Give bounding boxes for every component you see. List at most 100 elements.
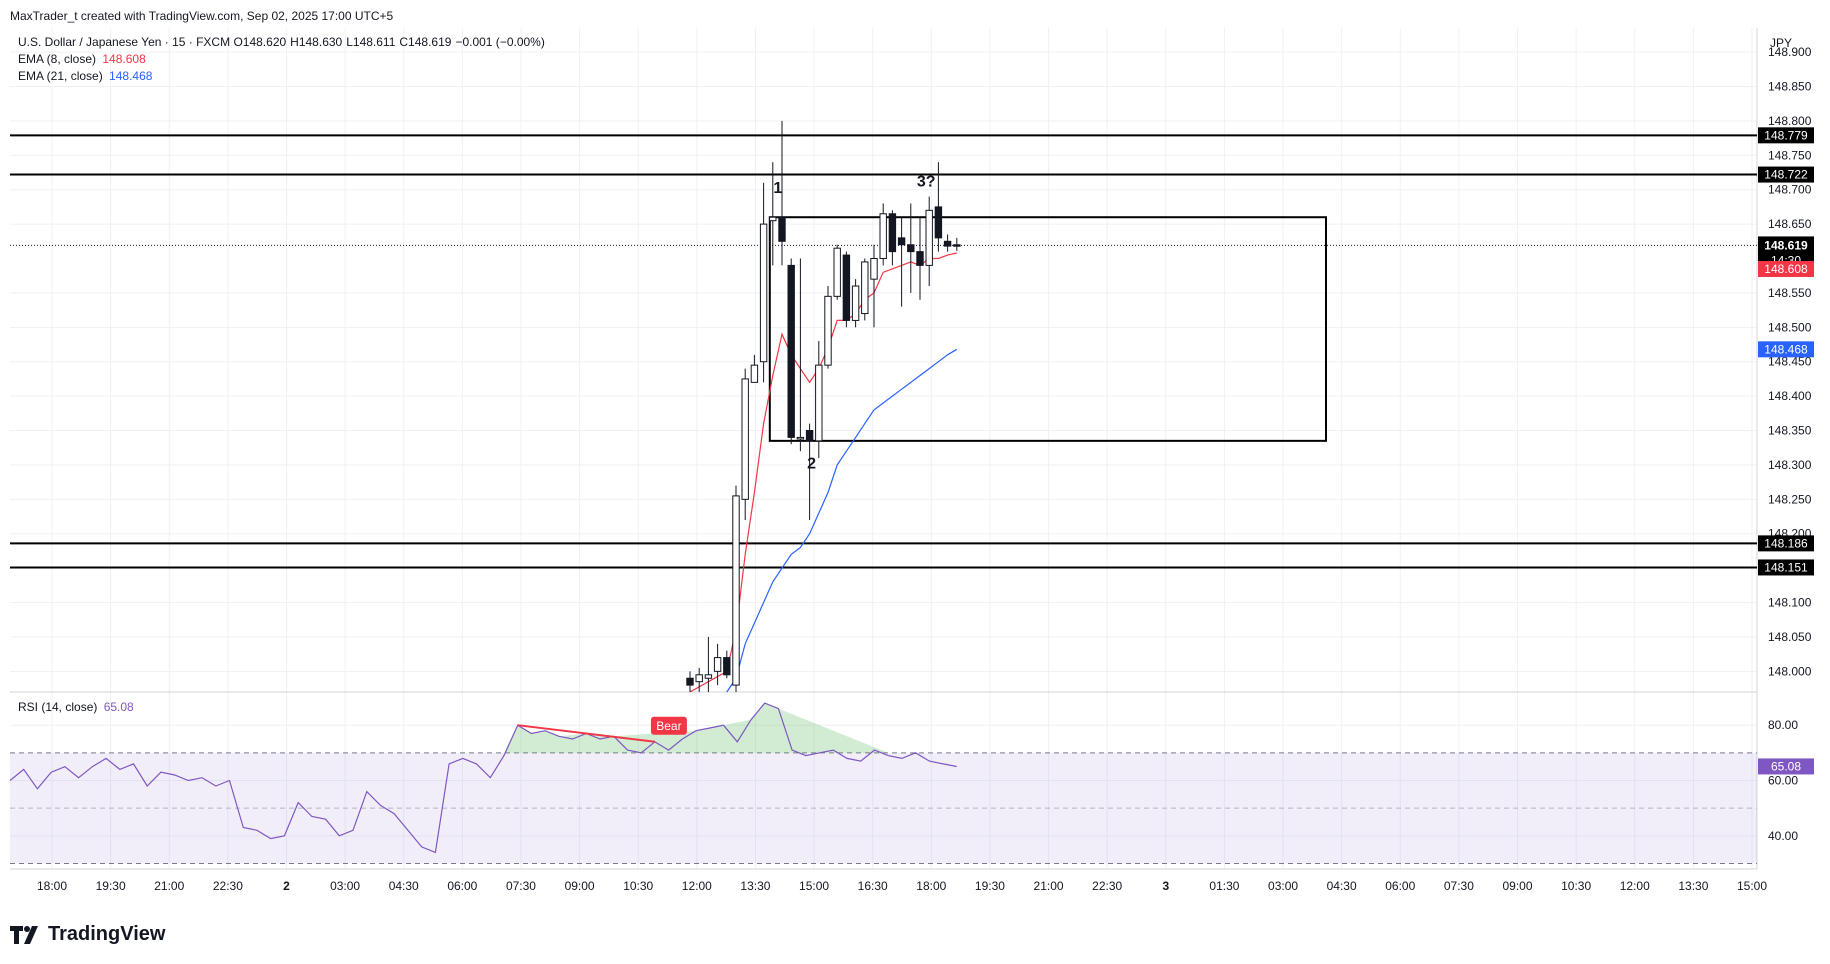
candle-bear[interactable] xyxy=(787,264,795,438)
price-tick-label[interactable]: 148.550 xyxy=(1768,286,1812,300)
price-tick-label[interactable]: 148.250 xyxy=(1768,492,1812,506)
price-tick-label[interactable]: 148.350 xyxy=(1768,424,1812,438)
time-tick-label[interactable]: 18:00 xyxy=(37,879,67,893)
time-tick-label[interactable]: 06:00 xyxy=(1385,879,1415,893)
bear-divergence-line xyxy=(517,724,656,743)
candle-bear[interactable] xyxy=(805,430,814,442)
price-tick-label[interactable]: 148.300 xyxy=(1768,458,1812,472)
rsi-tick-label[interactable]: 80.00 xyxy=(1768,718,1798,732)
candle-bear[interactable] xyxy=(842,254,851,321)
time-tick-label[interactable]: 21:00 xyxy=(154,879,184,893)
time-tick-label[interactable]: 10:30 xyxy=(1561,879,1591,893)
time-tick-label[interactable]: 13:30 xyxy=(1678,879,1708,893)
candle-bear[interactable] xyxy=(686,677,694,686)
time-tick-label[interactable]: 15:00 xyxy=(799,879,829,893)
time-tick-label[interactable]: 16:30 xyxy=(858,879,888,893)
candle-bull[interactable] xyxy=(879,213,887,260)
candle-bear[interactable] xyxy=(916,251,924,266)
price-tick-label[interactable]: 148.650 xyxy=(1768,217,1812,231)
time-tick-label[interactable]: 15:00 xyxy=(1737,879,1767,893)
time-tick-label[interactable]: 07:30 xyxy=(1444,879,1474,893)
rsi-pane[interactable]: Bear xyxy=(9,702,957,854)
time-tick-label[interactable]: 06:00 xyxy=(447,879,477,893)
candle-bull[interactable] xyxy=(824,295,832,366)
candle-bull[interactable] xyxy=(851,285,860,321)
annotation-label[interactable]: 2 xyxy=(807,455,816,472)
candle-bull[interactable] xyxy=(796,436,805,440)
symbol-legend[interactable]: U.S. Dollar / Japanese Yen · 15 · FXCM O… xyxy=(18,35,549,49)
candle-bull[interactable] xyxy=(815,364,823,442)
drawings[interactable]: 1 2 3? xyxy=(10,134,1757,569)
time-tick-label[interactable]: 13:30 xyxy=(740,879,770,893)
annotation-label[interactable]: 1 xyxy=(773,180,782,197)
rectangle-drawing[interactable] xyxy=(768,216,1327,442)
time-tick-label[interactable]: 22:30 xyxy=(213,879,243,893)
candle-bull[interactable] xyxy=(833,247,841,297)
candle-bear[interactable] xyxy=(953,244,961,247)
candle-bull[interactable] xyxy=(713,657,722,672)
candle-bull[interactable] xyxy=(704,674,713,679)
candle-bear[interactable] xyxy=(778,216,786,242)
time-tick-label[interactable]: 18:00 xyxy=(916,879,946,893)
candles[interactable] xyxy=(686,120,961,692)
candle-bear[interactable] xyxy=(888,213,897,253)
time-tick-label[interactable]: 10:30 xyxy=(623,879,653,893)
time-tick-label[interactable]: 09:00 xyxy=(1503,879,1533,893)
candle-bear[interactable] xyxy=(934,206,943,239)
price-tick-label[interactable]: 148.900 xyxy=(1768,45,1812,59)
price-tick-label[interactable]: 148.800 xyxy=(1768,114,1812,128)
candle-bull[interactable] xyxy=(695,674,703,683)
time-tick-label[interactable]: 12:00 xyxy=(682,879,712,893)
time-tick-label[interactable]: 01:30 xyxy=(1209,879,1239,893)
annotation-label[interactable]: 3? xyxy=(917,173,936,190)
axes[interactable]: 148.900 148.850 148.800 148.750 148.700 148.6… xyxy=(37,45,1812,893)
candle-bear[interactable] xyxy=(723,657,731,676)
rsi-tick-label[interactable]: 60.00 xyxy=(1768,774,1798,788)
time-tick-label[interactable]: 04:30 xyxy=(1327,879,1357,893)
price-tick-label[interactable]: 148.050 xyxy=(1768,630,1812,644)
candle-bull[interactable] xyxy=(870,258,878,280)
candle-bear[interactable] xyxy=(907,244,915,253)
price-tick-label[interactable]: 148.500 xyxy=(1768,320,1812,334)
candle-bull[interactable] xyxy=(861,261,869,315)
candle-bull[interactable] xyxy=(732,495,740,686)
price-tick-label[interactable]: 148.700 xyxy=(1768,183,1812,197)
ema8-label: EMA (8, close) xyxy=(18,52,97,66)
time-tick-label[interactable]: 19:30 xyxy=(96,879,126,893)
candle-bull[interactable] xyxy=(769,216,777,222)
time-tick-label[interactable]: 21:00 xyxy=(1034,879,1064,893)
time-tick-label[interactable]: 2 xyxy=(283,879,290,893)
rsi-legend[interactable]: RSI (14, close) 65.08 xyxy=(18,700,134,714)
time-tick-label[interactable]: 03:00 xyxy=(1268,879,1298,893)
level-price-badge: 148.186 xyxy=(1764,536,1808,550)
price-tick-label[interactable]: 148.400 xyxy=(1768,389,1812,403)
time-tick-label[interactable]: 12:00 xyxy=(1620,879,1650,893)
bear-label-badge[interactable] xyxy=(650,716,687,735)
time-tick-label[interactable]: 19:30 xyxy=(975,879,1005,893)
change-value: −0.001 (−0.00%) xyxy=(455,35,545,49)
candle-bull[interactable] xyxy=(741,378,749,500)
price-tick-label[interactable]: 148.750 xyxy=(1768,148,1812,162)
candle-bull[interactable] xyxy=(925,209,933,266)
ema21-legend[interactable]: EMA (21, close) 148.468 xyxy=(18,69,152,83)
time-tick-label[interactable]: 22:30 xyxy=(1092,879,1122,893)
candle-bear[interactable] xyxy=(897,237,906,246)
currency-label[interactable]: JPY xyxy=(1770,36,1793,50)
rsi-tick-label[interactable]: 40.00 xyxy=(1768,829,1798,843)
price-tick-label[interactable]: 148.000 xyxy=(1768,664,1812,678)
price-tick-label[interactable]: 148.100 xyxy=(1768,596,1812,610)
time-tick-label[interactable]: 3 xyxy=(1162,879,1169,893)
candle-bull[interactable] xyxy=(759,223,768,363)
candle-bear[interactable] xyxy=(943,240,952,247)
time-tick-label[interactable]: 07:30 xyxy=(506,879,536,893)
tradingview-logo[interactable]: TradingView xyxy=(10,923,165,946)
time-tick-label[interactable]: 03:00 xyxy=(330,879,360,893)
grid xyxy=(10,28,1758,870)
time-tick-label[interactable]: 09:00 xyxy=(565,879,595,893)
price-tick-label[interactable]: 148.450 xyxy=(1768,355,1812,369)
price-tick-label[interactable]: 148.850 xyxy=(1768,79,1812,93)
candle-bull[interactable] xyxy=(750,364,759,383)
ema8-legend[interactable]: EMA (8, close) 148.608 xyxy=(18,52,146,66)
time-tick-label[interactable]: 04:30 xyxy=(389,879,419,893)
